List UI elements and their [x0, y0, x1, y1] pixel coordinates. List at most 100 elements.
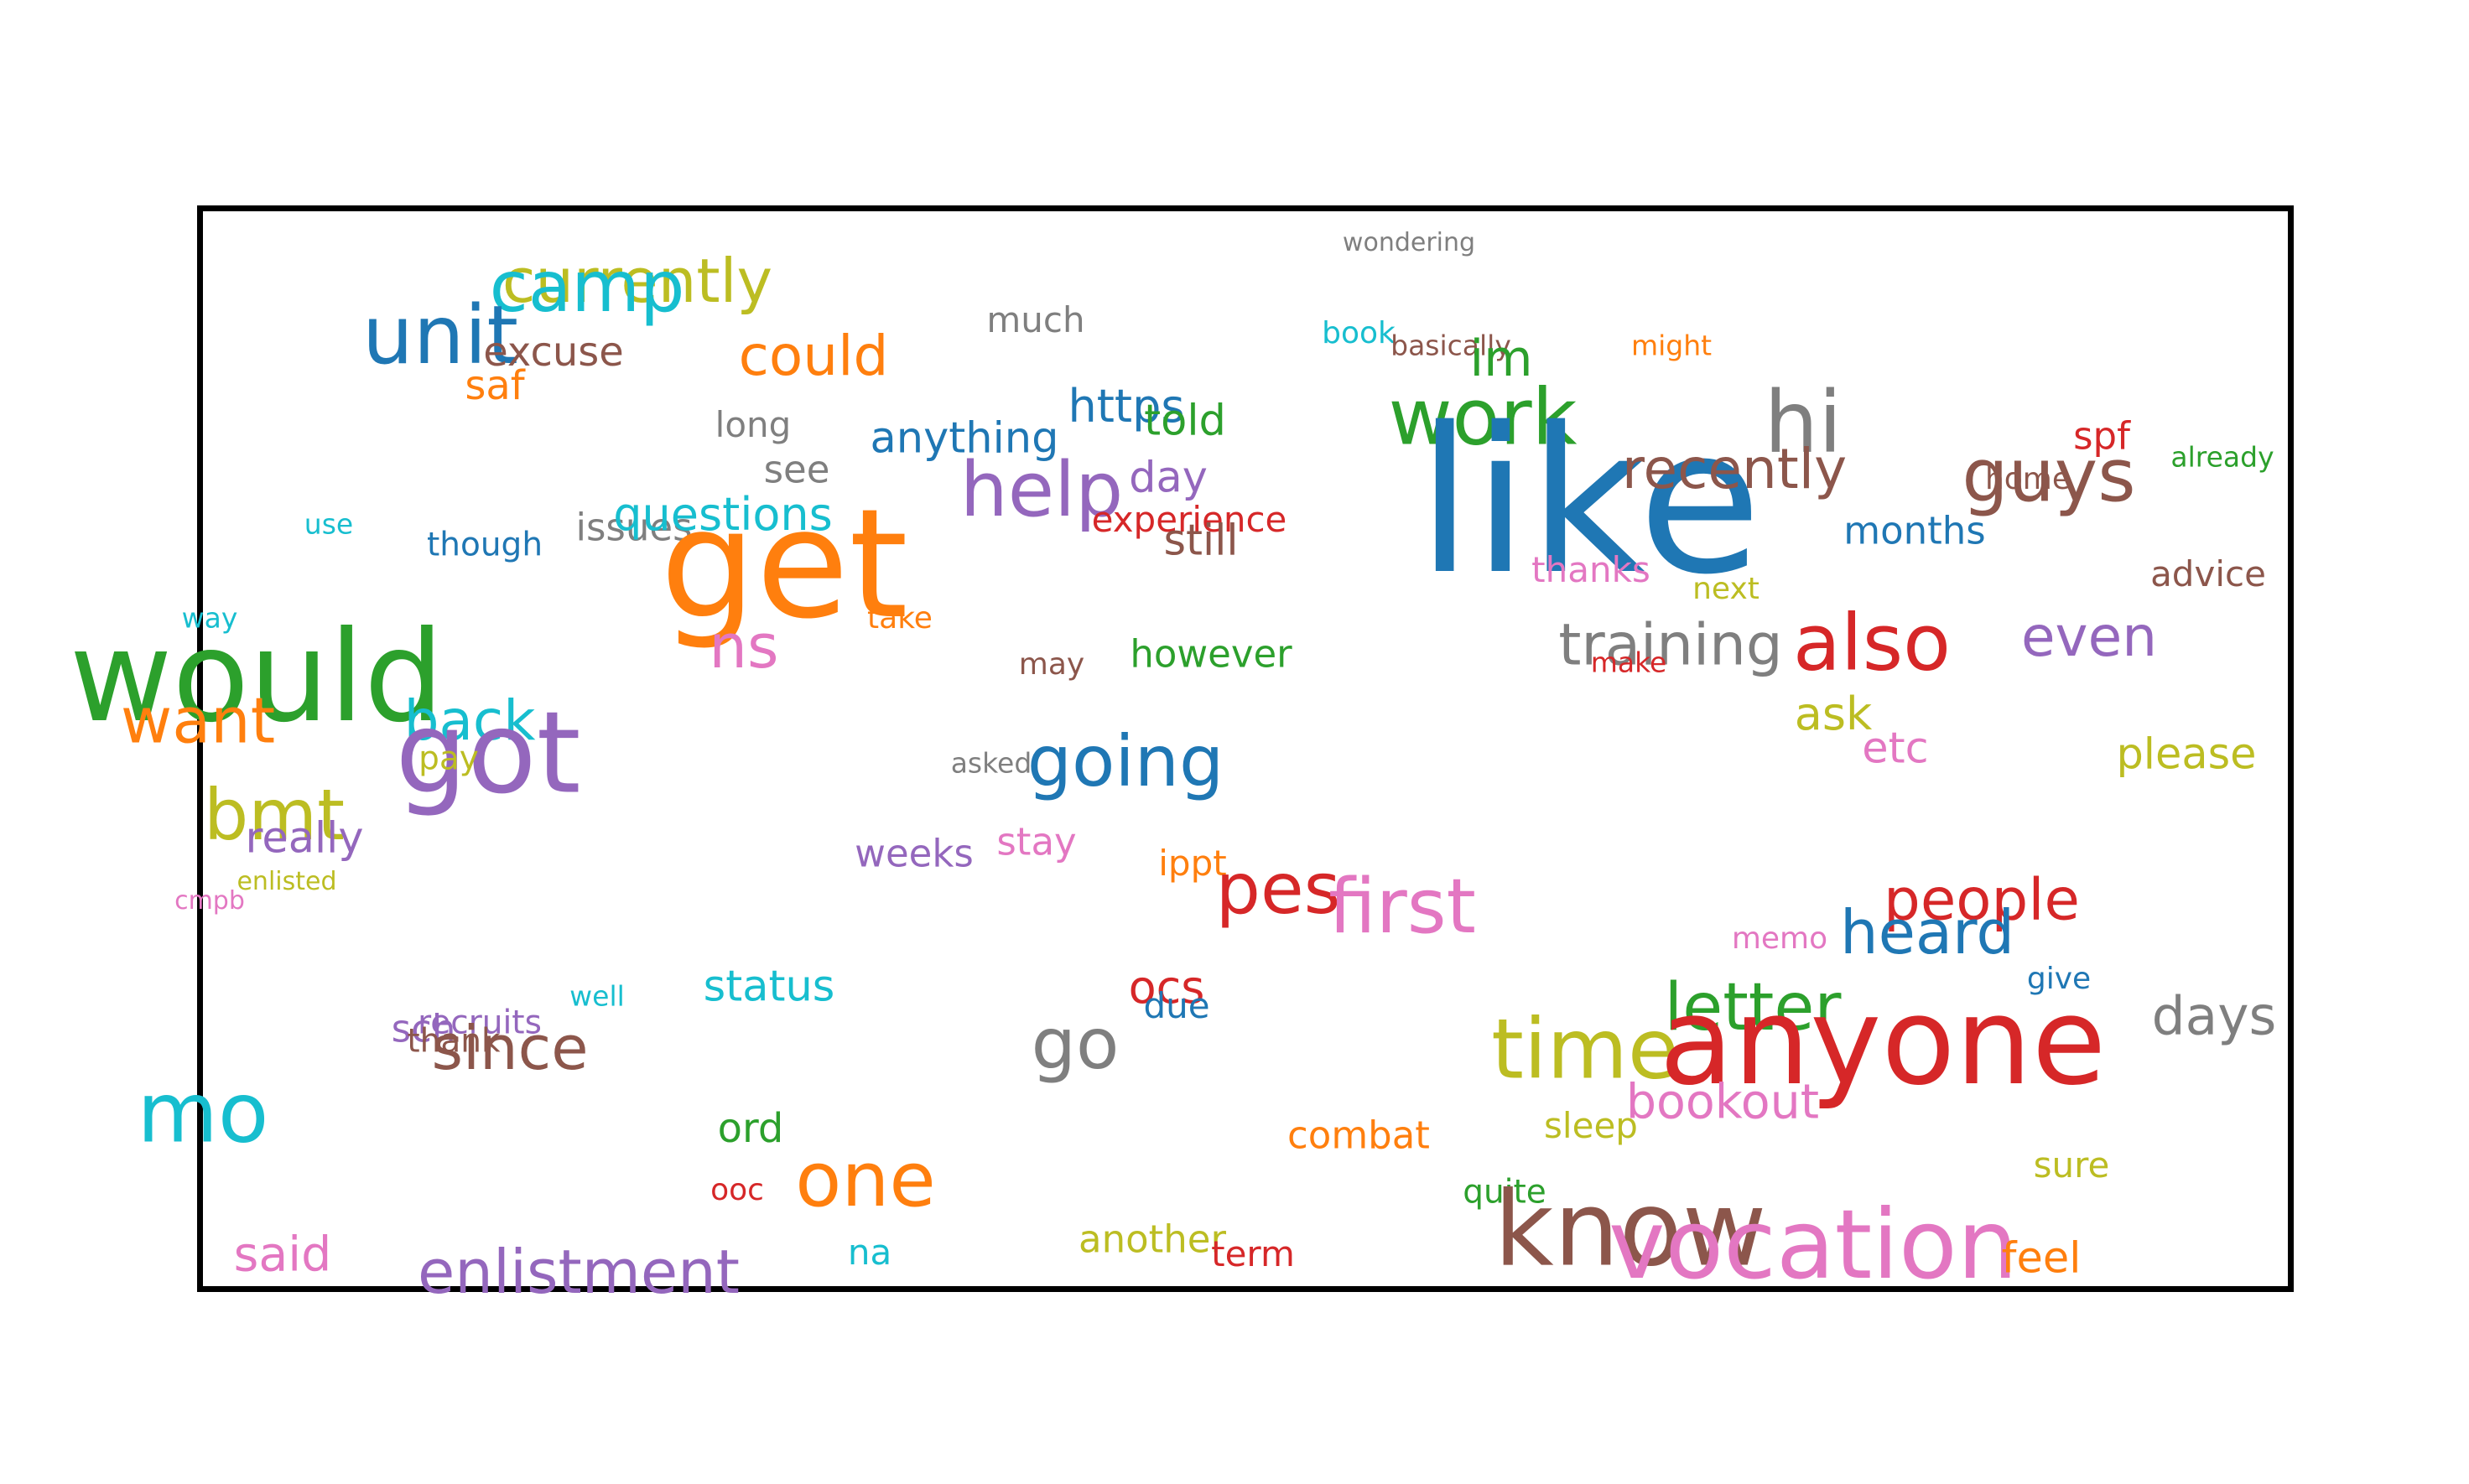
word-unit: unit — [362, 288, 518, 382]
word-already: already — [2170, 440, 2274, 474]
word-ord: ord — [717, 1105, 784, 1152]
word-training: training — [1558, 611, 1783, 679]
word-ooc: ooc — [710, 1173, 764, 1207]
word-due: due — [1143, 985, 1210, 1026]
word-could: could — [738, 324, 889, 388]
word-well: well — [569, 979, 625, 1013]
word-memo: memo — [1731, 921, 1828, 956]
word-questions: questions — [613, 488, 833, 541]
word-ippt: ippt — [1158, 843, 1227, 884]
word-way: way — [181, 601, 238, 635]
word-take: take — [867, 601, 933, 636]
word-feel: feel — [2001, 1233, 2082, 1284]
word-sleep: sleep — [1544, 1105, 1638, 1146]
word-know: know — [1494, 1170, 1767, 1290]
word-want: want — [120, 683, 276, 758]
word-got: got — [395, 687, 581, 819]
word-use: use — [304, 507, 354, 541]
word-make: make — [1590, 646, 1667, 679]
word-experience: experience — [1091, 499, 1287, 540]
word-see: see — [763, 447, 830, 492]
word-go: go — [1031, 1003, 1120, 1085]
word-anything: anything — [870, 413, 1059, 464]
word-much: much — [986, 299, 1085, 340]
word-however: however — [1130, 631, 1292, 677]
word-next: next — [1692, 572, 1759, 606]
word-guys: guys — [1962, 433, 2136, 519]
word-bmt: bmt — [203, 774, 346, 856]
word-told: told — [1144, 396, 1226, 446]
word-pay: pay — [418, 739, 479, 778]
word-work: work — [1388, 371, 1578, 463]
word-day: day — [1129, 453, 1208, 503]
word-even: even — [2020, 604, 2158, 669]
word-first: first — [1328, 863, 1476, 951]
word-please: please — [2116, 729, 2257, 780]
word-people: people — [1884, 866, 2080, 934]
word-may: may — [1018, 647, 1085, 682]
word-mo: mo — [137, 1065, 269, 1162]
word-back: back — [403, 688, 536, 753]
word-also: also — [1792, 597, 1952, 688]
word-hi: hi — [1764, 373, 1843, 473]
word-combat: combat — [1287, 1113, 1430, 1158]
word-anyone: anyone — [1659, 971, 2107, 1112]
word-cmpb: cmpb — [174, 886, 245, 916]
word-asked: asked — [950, 746, 1032, 780]
word-sch: sch — [391, 1006, 456, 1051]
word-status: status — [703, 962, 835, 1012]
word-saf: saf — [465, 362, 525, 409]
word-vocation: vocation — [1608, 1189, 2019, 1300]
word-said: said — [233, 1227, 332, 1283]
word-give: give — [2026, 962, 2092, 996]
word-since: since — [431, 1013, 589, 1083]
word-another: another — [1079, 1217, 1226, 1262]
word-etc: etc — [1862, 724, 1929, 774]
word-camp: camp — [489, 246, 685, 328]
word-time: time — [1491, 1001, 1679, 1098]
word-like: like — [1416, 384, 1762, 619]
word-stay: stay — [996, 819, 1077, 864]
word-ocs: ocs — [1128, 961, 1205, 1014]
word-still: still — [1163, 516, 1239, 566]
word-wondering: wondering — [1342, 228, 1476, 257]
word-enlistment: enlistment — [418, 1237, 740, 1307]
word-recruits: recruits — [418, 1004, 542, 1042]
word-would: would — [69, 604, 444, 750]
word-going: going — [1027, 720, 1224, 802]
word-long: long — [715, 404, 792, 445]
word-quite: quite — [1463, 1173, 1546, 1212]
word-heard: heard — [1839, 897, 2015, 968]
word-weeks: weeks — [855, 831, 974, 876]
word-excuse: excuse — [483, 329, 624, 376]
word-bookout: bookout — [1625, 1074, 1820, 1130]
word-enlisted: enlisted — [237, 867, 337, 896]
word-letter: letter — [1664, 970, 1842, 1046]
word-pes: pes — [1215, 848, 1341, 930]
word-ns: ns — [709, 611, 779, 682]
word-https: https — [1068, 380, 1185, 433]
word-advice: advice — [2150, 553, 2266, 594]
word-help: help — [959, 446, 1124, 534]
word-really: really — [245, 813, 364, 864]
word-months: months — [1843, 508, 1986, 553]
word-book: book — [1322, 316, 1396, 350]
word-though: though — [426, 526, 543, 564]
word-term: term — [1211, 1233, 1295, 1274]
word-na: na — [847, 1232, 892, 1273]
word-thanks: thanks — [1531, 549, 1650, 590]
word-might: might — [1630, 329, 1713, 362]
word-days: days — [2151, 985, 2277, 1047]
word-basically: basically — [1390, 329, 1511, 362]
word-sure: sure — [2033, 1144, 2110, 1186]
word-issues: issues — [575, 505, 693, 550]
word-get: get — [660, 477, 908, 652]
word-recently: recently — [1621, 437, 1848, 501]
word-currently: currently — [502, 246, 773, 316]
word-one: one — [795, 1136, 936, 1224]
word-im: im — [1469, 329, 1533, 388]
word-ask: ask — [1794, 688, 1873, 740]
word-cloud-frame — [197, 205, 2294, 1292]
